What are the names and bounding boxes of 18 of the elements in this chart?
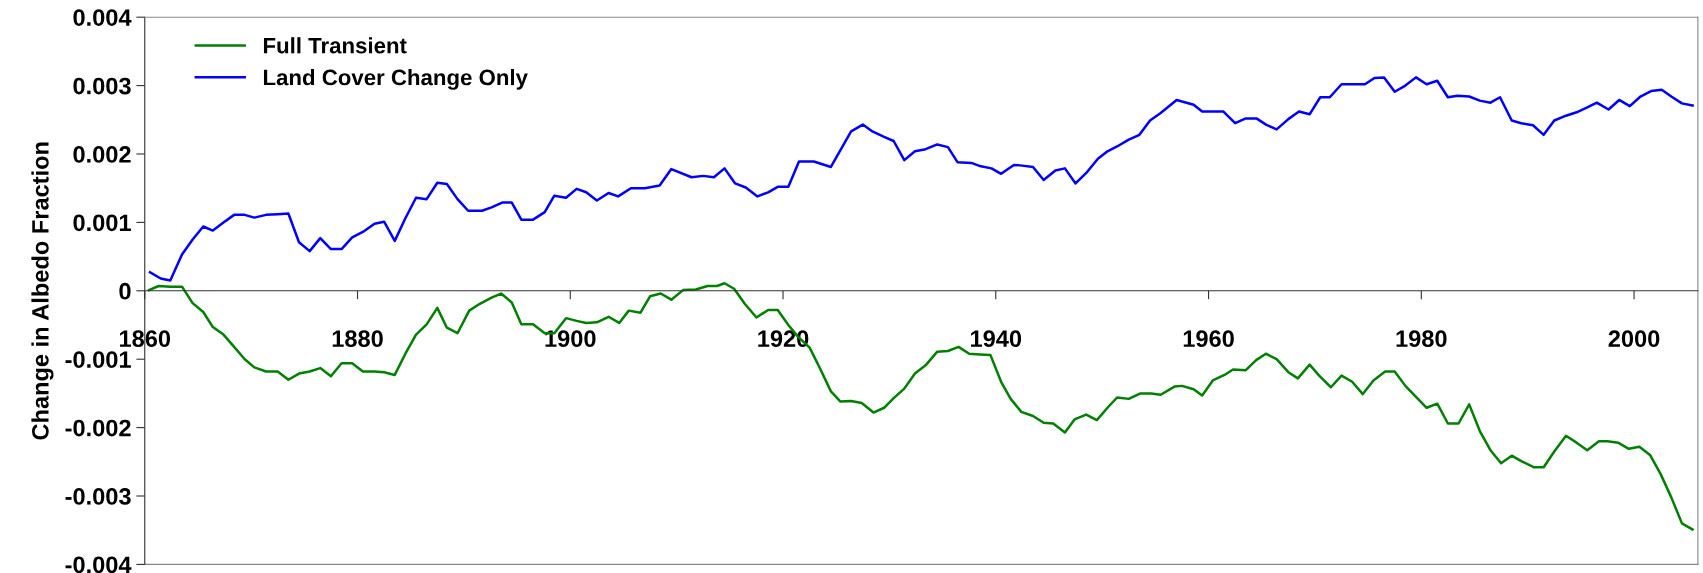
y-tick-label: 0.003 bbox=[73, 77, 131, 95]
x-tick-label: 2000 bbox=[1608, 330, 1660, 348]
y-tick-label: 0.002 bbox=[73, 146, 131, 163]
y-tick-label: 0.001 bbox=[73, 214, 131, 232]
y-tick-label: -0.002 bbox=[65, 419, 131, 437]
x-tick-label: 1900 bbox=[545, 330, 596, 348]
y-axis-title: Change in Albedo Fraction bbox=[31, 142, 54, 440]
y-tick-label: -0.004 bbox=[65, 556, 132, 573]
y-tick-label: 0.004 bbox=[73, 9, 132, 26]
y-tick-label: 0 bbox=[119, 282, 131, 300]
y-tick-label: -0.003 bbox=[65, 488, 131, 505]
x-tick-label: 1960 bbox=[1183, 330, 1234, 348]
x-tick-label: 1940 bbox=[971, 330, 1022, 348]
legend-label: Full Transient bbox=[263, 37, 407, 54]
x-tick-label: 1880 bbox=[332, 330, 383, 348]
y-tick-label: -0.001 bbox=[65, 351, 131, 368]
x-tick-label: 1980 bbox=[1396, 330, 1447, 348]
legend-label: Land Cover Change Only bbox=[263, 69, 528, 90]
